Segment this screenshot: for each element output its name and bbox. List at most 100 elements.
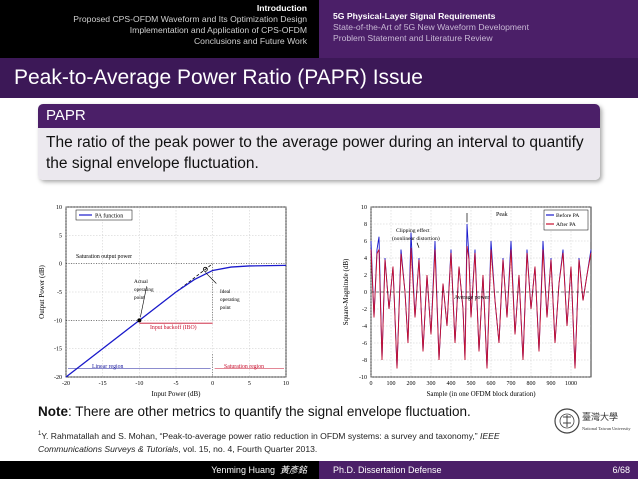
x-tick-label: 600 [487, 381, 496, 387]
actual-point-label-3: point [134, 295, 145, 301]
ideal-point-marker [202, 266, 208, 272]
pa-xlabel: Input Power (dB) [152, 390, 202, 398]
nav-section-conclusions[interactable]: Conclusions and Future Work [193, 36, 307, 46]
clipping-label-2: (nonlinear distortion) [392, 235, 440, 242]
legend-before-label: Before PA [556, 212, 579, 219]
peak-label: Peak [496, 212, 508, 218]
signal-chart-ticks: 0 100 200 300 400 500 600 700 800 900 10001086420-… [359, 205, 577, 387]
ideal-point-label-1: Ideal [220, 289, 231, 295]
y-tick-label: -8 [362, 358, 367, 364]
clipping-label-1: Clipping effect [396, 227, 430, 234]
nav-section-introduction[interactable]: Introduction [256, 3, 307, 13]
top-navigation: Introduction Proposed CPS-OFDM Waveform … [0, 0, 638, 58]
saturation-region-label: Saturation region [224, 364, 264, 370]
x-tick-label: -15 [99, 381, 107, 387]
ideal-point-label-2: operating [220, 297, 240, 303]
actual-point-arrow [140, 286, 147, 318]
y-tick-label: -5 [57, 290, 62, 296]
block-title: PAPR [38, 104, 600, 128]
x-tick-label: 100 [387, 381, 396, 387]
average-power-label: Average power [454, 295, 489, 301]
nav-subsection-requirements[interactable]: 5G Physical-Layer Signal Requirements [333, 11, 496, 21]
footnote-journal: IEEE Communications Surveys & Tutorials [38, 430, 500, 454]
y-tick-label: 10 [56, 205, 62, 211]
y-tick-label: 6 [364, 239, 367, 245]
ntu-seal-inner-ring [559, 413, 575, 429]
actual-point-label-1: Actual [134, 279, 148, 285]
signal-chart-plot [370, 212, 592, 369]
y-tick-label: -10 [359, 375, 367, 381]
footnote-mark: 1 [38, 431, 42, 437]
section-navigation: Introduction Proposed CPS-OFDM Waveform … [0, 0, 319, 58]
after-pa-line [370, 246, 592, 369]
ntu-logo-chinese: 臺灣大學 [582, 411, 618, 422]
pa-chart: -20 -15 -10 -5 0 5 10 10 5 0 -5 -10 -15 -20 Input Pow… [38, 205, 289, 398]
nav-subsection-problem[interactable]: Problem Statement and Literature Review [333, 33, 493, 43]
x-tick-label: -20 [62, 381, 70, 387]
x-tick-label: 10 [283, 381, 289, 387]
x-tick-label: 1000 [565, 381, 577, 387]
footer-talk: Ph.D. Dissertation Defense 6/68 [319, 461, 638, 479]
note-line: Note: There are other metrics to quantif… [38, 404, 471, 419]
y-tick-label: 0 [59, 262, 62, 268]
pa-legend [75, 209, 133, 221]
ideal-point-arrow [205, 272, 217, 284]
legend-after-label: After PA [556, 221, 576, 228]
papr-signal-chart: 0 100 200 300 400 500 600 700 800 900 10001086420-… [342, 205, 592, 398]
x-tick-label: 200 [407, 381, 416, 387]
x-tick-label: -10 [135, 381, 143, 387]
subsection-navigation: 5G Physical-Layer Signal Requirements St… [319, 0, 638, 58]
y-tick-label: 10 [361, 205, 367, 211]
x-tick-label: 500 [467, 381, 476, 387]
linear-region-label: Linear region [92, 364, 123, 370]
y-tick-label: 4 [364, 256, 367, 262]
y-tick-label: -2 [362, 307, 367, 313]
papr-definition-block: PAPR The ratio of the peak power to the … [38, 104, 600, 180]
x-tick-label: -5 [174, 381, 179, 387]
signal-ylabel: Square-Magnitude (dB) [342, 258, 350, 325]
ntu-seal-mark [563, 415, 571, 427]
x-tick-label: 700 [507, 381, 516, 387]
y-tick-label: 5 [59, 233, 62, 239]
actual-point-marker [137, 318, 142, 323]
y-tick-label: -6 [362, 341, 367, 347]
footnote-authors: Y. Rahmatallah and S. Mohan, “Peak-to-av… [41, 430, 480, 441]
y-tick-label: -4 [362, 324, 367, 330]
block-body: The ratio of the peak power to the avera… [38, 128, 600, 180]
pa-chart-plot [65, 263, 287, 378]
signal-xlabel: Sample (in one OFDM block duration) [426, 390, 536, 398]
nav-section-proposed[interactable]: Proposed CPS-OFDM Waveform and Its Optim… [73, 14, 307, 24]
x-tick-label: 0 [370, 381, 373, 387]
x-tick-label: 300 [427, 381, 436, 387]
actual-point-label-2: operating [134, 287, 154, 293]
footer-author: Yenming Huang 黃彥銘 [0, 461, 319, 479]
y-tick-label: -20 [54, 375, 62, 381]
y-tick-label: 2 [364, 273, 367, 279]
pa-chart-ticks: -20 -15 -10 -5 0 5 10 10 5 0 -5 -10 -15 -20 [54, 205, 289, 387]
y-tick-label: -10 [54, 318, 62, 324]
x-tick-label: 0 [211, 381, 214, 387]
y-tick-label: 8 [364, 222, 367, 228]
ibo-label: Input backoff (IBO) [150, 324, 197, 331]
y-tick-label: 0 [364, 290, 367, 296]
slide-title: Peak-to-Average Power Ratio (PAPR) Issue [0, 58, 638, 98]
footnote: 1Y. Rahmatallah and S. Mohan, “Peak-to-a… [38, 428, 558, 456]
signal-legend [543, 209, 589, 231]
author-name-chinese: 黃彥銘 [279, 465, 307, 475]
nav-section-implementation[interactable]: Implementation and Application of CPS-OF… [129, 25, 307, 35]
footer: Yenming Huang 黃彥銘 Ph.D. Dissertation Def… [0, 461, 638, 479]
x-tick-label: 5 [248, 381, 251, 387]
page-number[interactable]: 6/68 [612, 465, 630, 475]
talk-title: Ph.D. Dissertation Defense [333, 465, 442, 475]
ideal-point-label-3: point [220, 305, 231, 311]
author-name: Yenming Huang [211, 465, 275, 475]
nav-subsection-state-of-art[interactable]: State-of-the-Art of 5G New Waveform Deve… [333, 22, 529, 32]
pa-legend-label: PA function [95, 213, 123, 220]
x-tick-label: 400 [447, 381, 456, 387]
footnote-rest: , vol. 15, no. 4, Fourth Quarter 2013. [178, 443, 318, 454]
y-tick-label: -15 [54, 347, 62, 353]
pa-ylabel: Output Power (dB) [38, 265, 46, 319]
ntu-seal-icon [554, 408, 580, 434]
x-tick-label: 800 [527, 381, 536, 387]
